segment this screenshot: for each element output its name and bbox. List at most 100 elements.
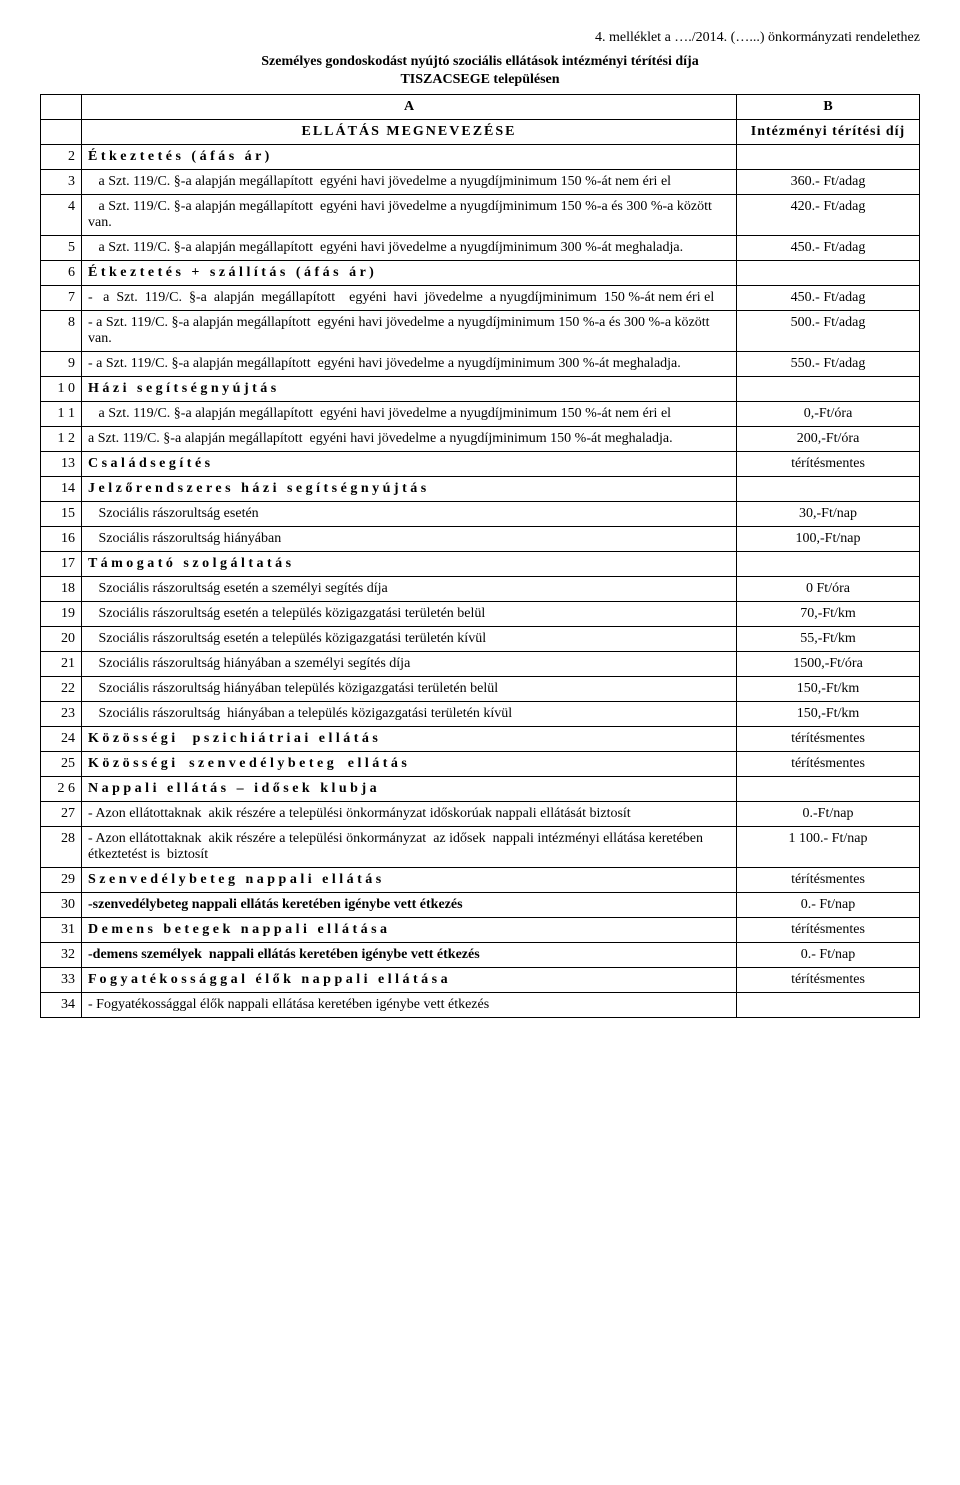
table-row: 27- Azon ellátottaknak akik részére a te… xyxy=(41,802,920,827)
row-number: 15 xyxy=(41,502,82,527)
table-row: 6É t k e z t e t é s + s z á l l í t á s… xyxy=(41,261,920,286)
table-row: 9- a Szt. 119/C. §-a alapján megállapíto… xyxy=(41,352,920,377)
row-value: térítésmentes xyxy=(737,752,920,777)
row-value xyxy=(737,477,920,502)
row-description: T á m o g a t ó s z o l g á l t a t á s xyxy=(82,552,737,577)
row-description: É t k e z t e t é s + s z á l l í t á s … xyxy=(82,261,737,286)
table-row: 31D e m e n s b e t e g e k n a p p a l … xyxy=(41,918,920,943)
row-value: 420.- Ft/adag xyxy=(737,195,920,236)
row-value: 360.- Ft/adag xyxy=(737,170,920,195)
fee-table: A B ELLÁTÁS MEGNEVEZÉSE Intézményi térít… xyxy=(40,94,920,1018)
row-number: 2 xyxy=(41,145,82,170)
row-description: F o g y a t é k o s s á g g a l é l ő k … xyxy=(82,968,737,993)
heading-a: ELLÁTÁS MEGNEVEZÉSE xyxy=(82,120,737,145)
table-row: 22 Szociális rászorultság hiányában tele… xyxy=(41,677,920,702)
row-value: 450.- Ft/adag xyxy=(737,236,920,261)
row-value: 0.-Ft/nap xyxy=(737,802,920,827)
row-number: 3 xyxy=(41,170,82,195)
table-row: 29S z e n v e d é l y b e t e g n a p p … xyxy=(41,868,920,893)
row-description: É t k e z t e t é s ( á f á s á r ) xyxy=(82,145,737,170)
row-description: - a Szt. 119/C. §-a alapján megállapítot… xyxy=(82,311,737,352)
table-row: 14J e l z ő r e n d s z e r e s h á z i … xyxy=(41,477,920,502)
row-number: 21 xyxy=(41,652,82,677)
row-number: 29 xyxy=(41,868,82,893)
row-description: H á z i s e g í t s é g n y ú j t á s xyxy=(82,377,737,402)
col-heading-row: ELLÁTÁS MEGNEVEZÉSE Intézményi térítési … xyxy=(41,120,920,145)
col-letter-row: A B xyxy=(41,95,920,120)
table-row: 1 1 a Szt. 119/C. §-a alapján megállapít… xyxy=(41,402,920,427)
row-description: a Szt. 119/C. §-a alapján megállapított … xyxy=(82,195,737,236)
row-value xyxy=(737,993,920,1018)
row-number: 34 xyxy=(41,993,82,1018)
row-number: 17 xyxy=(41,552,82,577)
row-number: 7 xyxy=(41,286,82,311)
row-number: 2 6 xyxy=(41,777,82,802)
table-row: 5 a Szt. 119/C. §-a alapján megállapítot… xyxy=(41,236,920,261)
table-row: 16 Szociális rászorultság hiányában100,-… xyxy=(41,527,920,552)
row-description: Szociális rászorultság esetén a települé… xyxy=(82,602,737,627)
row-value: 550.- Ft/adag xyxy=(737,352,920,377)
empty-cell xyxy=(41,95,82,120)
row-number: 9 xyxy=(41,352,82,377)
table-row: 4 a Szt. 119/C. §-a alapján megállapítot… xyxy=(41,195,920,236)
row-description: a Szt. 119/C. §-a alapján megállapított … xyxy=(82,236,737,261)
table-row: 30-szenvedélybeteg nappali ellátás keret… xyxy=(41,893,920,918)
table-row: 20 Szociális rászorultság esetén a telep… xyxy=(41,627,920,652)
row-value: térítésmentes xyxy=(737,918,920,943)
table-row: 28- Azon ellátottaknak akik részére a te… xyxy=(41,827,920,868)
row-number: 1 1 xyxy=(41,402,82,427)
table-row: 2 6N a p p a l i e l l á t á s – i d ő s… xyxy=(41,777,920,802)
table-row: 15 Szociális rászorultság esetén30,-Ft/n… xyxy=(41,502,920,527)
row-description: - Azon ellátottaknak akik részére a tele… xyxy=(82,802,737,827)
row-value: 150,-Ft/km xyxy=(737,677,920,702)
row-description: Szociális rászorultság hiányában a szemé… xyxy=(82,652,737,677)
row-number: 13 xyxy=(41,452,82,477)
table-row: 2É t k e z t e t é s ( á f á s á r ) xyxy=(41,145,920,170)
attachment-line: 4. melléklet a …./2014. (…...) önkormány… xyxy=(40,30,920,46)
row-value: 30,-Ft/nap xyxy=(737,502,920,527)
row-number: 14 xyxy=(41,477,82,502)
row-value xyxy=(737,777,920,802)
row-description: Szociális rászorultság esetén a települé… xyxy=(82,627,737,652)
row-description: a Szt. 119/C. §-a alapján megállapított … xyxy=(82,427,737,452)
table-row: 13C s a l á d s e g í t é stérítésmentes xyxy=(41,452,920,477)
row-value xyxy=(737,552,920,577)
row-value: 0 Ft/óra xyxy=(737,577,920,602)
row-value: 55,-Ft/km xyxy=(737,627,920,652)
row-number: 22 xyxy=(41,677,82,702)
table-row: 18 Szociális rászorultság esetén a szemé… xyxy=(41,577,920,602)
table-row: 23 Szociális rászorultság hiányában a te… xyxy=(41,702,920,727)
row-description: - a Szt. 119/C. §-a alapján megállapítot… xyxy=(82,286,737,311)
row-number: 18 xyxy=(41,577,82,602)
table-row: 8- a Szt. 119/C. §-a alapján megállapíto… xyxy=(41,311,920,352)
row-value: 150,-Ft/km xyxy=(737,702,920,727)
row-number: 20 xyxy=(41,627,82,652)
row-value: 1 100.- Ft/nap xyxy=(737,827,920,868)
row-value xyxy=(737,261,920,286)
table-row: 32-demens személyek nappali ellátás kere… xyxy=(41,943,920,968)
row-value: 200,-Ft/óra xyxy=(737,427,920,452)
table-row: 19 Szociális rászorultság esetén a telep… xyxy=(41,602,920,627)
table-row: 33F o g y a t é k o s s á g g a l é l ő … xyxy=(41,968,920,993)
col-a-letter: A xyxy=(82,95,737,120)
row-value: 0.- Ft/nap xyxy=(737,943,920,968)
row-description: Szociális rászorultság esetén a személyi… xyxy=(82,577,737,602)
row-value: térítésmentes xyxy=(737,868,920,893)
table-row: 21 Szociális rászorultság hiányában a sz… xyxy=(41,652,920,677)
row-value: térítésmentes xyxy=(737,452,920,477)
row-number: 1 2 xyxy=(41,427,82,452)
table-row: 17T á m o g a t ó s z o l g á l t a t á … xyxy=(41,552,920,577)
row-number: 6 xyxy=(41,261,82,286)
row-number: 31 xyxy=(41,918,82,943)
row-value xyxy=(737,377,920,402)
row-description: K ö z ö s s é g i p s z i c h i á t r i … xyxy=(82,727,737,752)
table-row: 24K ö z ö s s é g i p s z i c h i á t r … xyxy=(41,727,920,752)
row-description: a Szt. 119/C. §-a alapján megállapított … xyxy=(82,402,737,427)
row-number: 30 xyxy=(41,893,82,918)
row-number: 19 xyxy=(41,602,82,627)
row-description: - Azon ellátottaknak akik részére a tele… xyxy=(82,827,737,868)
row-number: 5 xyxy=(41,236,82,261)
row-description: S z e n v e d é l y b e t e g n a p p a … xyxy=(82,868,737,893)
row-description: a Szt. 119/C. §-a alapján megállapított … xyxy=(82,170,737,195)
row-description: - Fogyatékossággal élők nappali ellátása… xyxy=(82,993,737,1018)
